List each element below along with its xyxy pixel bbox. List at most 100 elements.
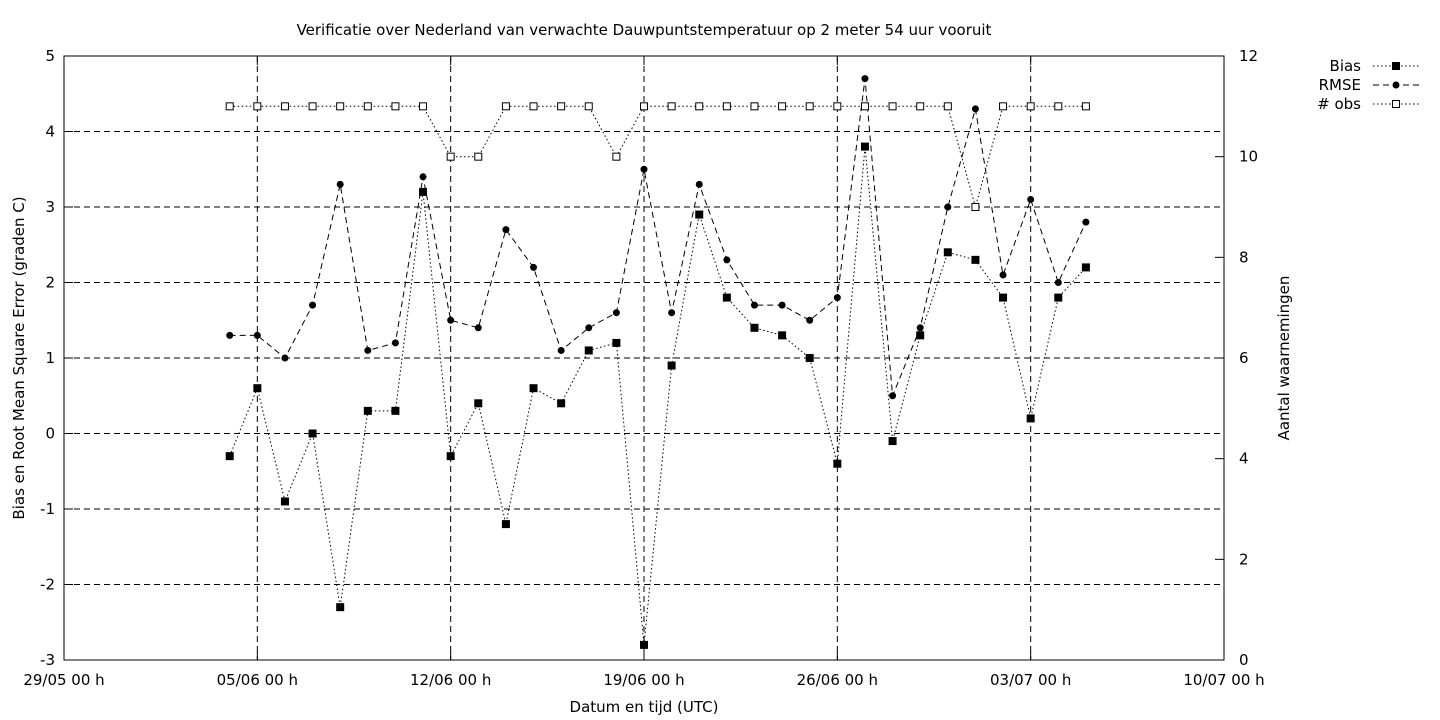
series-line-rmse	[229, 78, 1087, 396]
rmse-point	[474, 324, 482, 332]
obs-point	[833, 102, 842, 111]
legend-label-bias: Bias	[1330, 57, 1362, 75]
x-tick-label: 26/06 00 h	[797, 671, 878, 689]
obs-point	[888, 102, 897, 111]
obs-point	[308, 102, 317, 111]
series-rmse	[226, 75, 1090, 400]
obs-point	[612, 152, 621, 161]
obs-point	[722, 102, 731, 111]
grid-lines	[64, 56, 1224, 660]
bias-point	[888, 437, 897, 446]
obs-point	[391, 102, 400, 111]
series-bias	[225, 142, 1090, 649]
bias-point	[419, 187, 428, 196]
bias-point	[557, 399, 566, 408]
rmse-point	[640, 165, 648, 173]
rmse-point	[723, 256, 731, 264]
bias-point	[225, 452, 234, 461]
bias-point	[722, 293, 731, 302]
rmse-point	[364, 346, 372, 354]
rmse-point	[695, 180, 703, 188]
rmse-point	[971, 105, 979, 113]
rmse-point	[502, 226, 510, 234]
bias-point	[363, 406, 372, 415]
bias-point	[391, 406, 400, 415]
y-tick-label: 0	[45, 425, 55, 443]
rmse-point	[944, 203, 952, 211]
x-tick-label: 12/06 00 h	[410, 671, 491, 689]
rmse-point	[585, 324, 593, 332]
bias-point	[695, 210, 704, 219]
rmse-point	[391, 339, 399, 347]
rmse-point	[778, 301, 786, 309]
bias-point	[999, 293, 1008, 302]
rmse-point	[750, 301, 758, 309]
obs-point	[1026, 102, 1035, 111]
y-tick-label: 5	[45, 47, 55, 65]
obs-point	[363, 102, 372, 111]
bias-point	[1081, 263, 1090, 272]
rmse-point	[530, 263, 538, 271]
bias-point	[501, 520, 510, 529]
rmse-point	[612, 309, 620, 317]
y2-tick-label: 0	[1239, 651, 1249, 669]
obs-point	[225, 102, 234, 111]
rmse-point	[226, 331, 234, 339]
rmse-point	[336, 180, 344, 188]
bias-point	[308, 429, 317, 438]
bias-point	[667, 361, 676, 370]
bias-point	[253, 384, 262, 393]
bias-point	[971, 255, 980, 264]
obs-point	[805, 102, 814, 111]
plot-frame	[63, 55, 1225, 661]
x-axis-label: Datum en tijd (UTC)	[570, 698, 719, 716]
bias-point	[446, 452, 455, 461]
obs-point	[446, 152, 455, 161]
y2-tick-label: 8	[1239, 248, 1249, 266]
bias-point	[750, 323, 759, 332]
rmse-point	[557, 346, 565, 354]
obs-point	[419, 102, 428, 111]
y-tick-label: 3	[45, 198, 55, 216]
rmse-point	[281, 354, 289, 362]
y-tick-label: -3	[40, 651, 55, 669]
bias-point	[943, 248, 952, 257]
rmse-point	[916, 324, 924, 332]
obs-point	[501, 102, 510, 111]
rmse-point	[253, 331, 261, 339]
chart-title: Verificatie over Nederland van verwachte…	[297, 21, 992, 39]
x-tick-label: 05/06 00 h	[217, 671, 298, 689]
legend-label-obs: # obs	[1317, 95, 1361, 113]
obs-point	[667, 102, 676, 111]
obs-point	[474, 152, 483, 161]
rmse-point	[889, 392, 897, 400]
obs-point	[640, 102, 648, 111]
series-obs	[225, 102, 1090, 211]
bias-point	[805, 354, 814, 362]
obs-point	[943, 102, 952, 111]
y2-tick-label: 10	[1239, 148, 1258, 166]
bias-point	[778, 331, 787, 340]
rmse-point	[447, 316, 455, 324]
bias-point	[1392, 62, 1400, 70]
y2-tick-label: 6	[1239, 349, 1249, 367]
x-tick-label: 10/07 00 h	[1183, 671, 1264, 689]
bias-point	[1026, 414, 1035, 423]
obs-point	[999, 102, 1008, 111]
rmse-point	[1027, 195, 1035, 203]
series-line-bias	[229, 146, 1087, 645]
bias-point	[280, 497, 289, 506]
obs-point	[253, 102, 262, 111]
obs-point	[557, 102, 566, 111]
data-series	[225, 75, 1090, 649]
bias-point	[1054, 293, 1063, 302]
obs-point	[778, 102, 787, 111]
y2-axis-label: Aantal waarnemingen	[1275, 276, 1293, 441]
obs-point	[529, 102, 538, 111]
y-tick-label: -2	[40, 576, 55, 594]
rmse-point	[1082, 218, 1090, 226]
bias-point	[833, 459, 842, 468]
